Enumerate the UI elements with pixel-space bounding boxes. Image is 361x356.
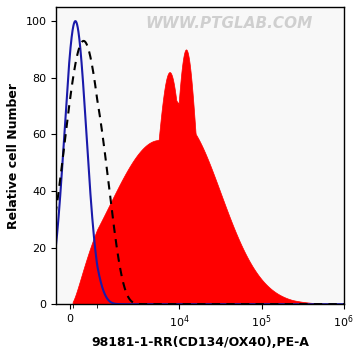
- X-axis label: 98181-1-RR(CD134/OX40),PE-A: 98181-1-RR(CD134/OX40),PE-A: [91, 336, 309, 349]
- Text: WWW.PTGLAB.COM: WWW.PTGLAB.COM: [145, 16, 312, 31]
- Y-axis label: Relative cell Number: Relative cell Number: [7, 83, 20, 229]
